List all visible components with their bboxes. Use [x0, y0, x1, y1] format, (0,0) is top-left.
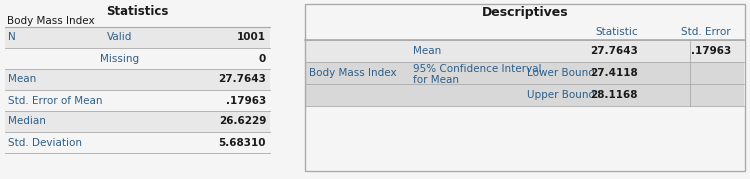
Text: Body Mass Index: Body Mass Index [309, 68, 397, 78]
Text: Missing: Missing [100, 54, 140, 64]
Text: 1001: 1001 [237, 33, 266, 42]
Text: Median: Median [8, 117, 46, 127]
Bar [305, 4, 745, 171]
Bar [5, 69, 270, 90]
Text: 5.68310: 5.68310 [218, 137, 266, 147]
Text: 26.6229: 26.6229 [219, 117, 266, 127]
Text: Valid: Valid [107, 33, 133, 42]
Bar [5, 111, 270, 132]
Text: 28.1168: 28.1168 [590, 90, 638, 100]
Bar [306, 40, 744, 62]
Text: for Mean: for Mean [413, 75, 459, 85]
Text: Body Mass Index: Body Mass Index [7, 16, 94, 26]
Text: N: N [8, 33, 16, 42]
Text: Statistics: Statistics [106, 5, 169, 18]
Text: Std. Error: Std. Error [681, 27, 731, 37]
Text: .17963: .17963 [691, 46, 731, 56]
Text: 0: 0 [259, 54, 266, 64]
Bar [5, 27, 270, 48]
Text: Lower Bound: Lower Bound [527, 68, 595, 78]
Text: .17963: .17963 [226, 96, 266, 105]
Text: 27.4118: 27.4118 [590, 68, 638, 78]
Text: 27.7643: 27.7643 [590, 46, 638, 56]
Text: 27.7643: 27.7643 [218, 74, 266, 84]
Text: Statistic: Statistic [596, 27, 638, 37]
Text: Std. Error of Mean: Std. Error of Mean [8, 96, 103, 105]
Text: Std. Deviation: Std. Deviation [8, 137, 82, 147]
Text: Mean: Mean [8, 74, 36, 84]
Text: Upper Bound: Upper Bound [527, 90, 596, 100]
Text: Mean: Mean [413, 46, 441, 56]
Text: Descriptives: Descriptives [482, 6, 568, 19]
Text: 95% Confidence Interval: 95% Confidence Interval [413, 64, 542, 74]
Bar [306, 62, 744, 106]
